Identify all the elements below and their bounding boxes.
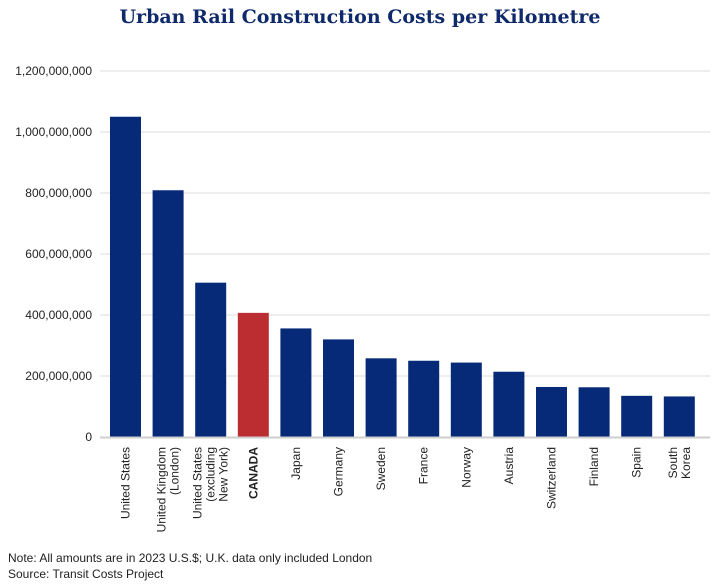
x-tick-label-line: Spain	[630, 447, 644, 478]
x-tick-label-line: New York)	[217, 447, 231, 502]
x-tick-label: Norway	[459, 447, 473, 488]
x-tick-label: United Kingdom (London)	[155, 447, 182, 532]
x-tick-label-line: United States	[191, 447, 205, 519]
y-tick-label: 1,200,000,000	[15, 64, 92, 78]
x-tick-label: France	[417, 447, 431, 485]
x-tick-label-line: (London)	[168, 447, 182, 495]
bar	[195, 282, 227, 437]
bar	[152, 190, 184, 437]
x-tick-label: Japan	[289, 447, 303, 480]
bar	[110, 116, 141, 437]
bar	[323, 339, 354, 437]
x-tick-label: Sweden	[374, 447, 388, 490]
y-tick-label: 1,000,000,000	[15, 125, 92, 139]
x-tick-label-line: (excluding	[204, 447, 218, 502]
x-tick-label: United States (excluding New York)	[191, 447, 231, 519]
x-tick-label: Spain	[630, 447, 644, 478]
y-tick-label: 800,000,000	[25, 186, 92, 200]
y-tick-label: 600,000,000	[25, 247, 92, 261]
bar	[450, 362, 482, 437]
bar	[237, 312, 269, 437]
x-tick-label: South Korea	[666, 447, 693, 479]
x-tick-label-line: South	[666, 447, 680, 478]
y-tick-label: 0	[85, 430, 92, 444]
x-tick-label-line: Korea	[679, 447, 693, 479]
source-text: Source: Transit Costs Project	[8, 567, 164, 581]
x-tick-label: United States	[119, 447, 133, 519]
x-tick-label: Switzerland	[545, 447, 559, 509]
bar	[536, 386, 567, 437]
x-tick-label: Finland	[587, 447, 601, 486]
x-tick-label-line: Norway	[459, 447, 473, 488]
y-tick-label: 200,000,000	[25, 369, 92, 383]
x-tick-label-line: Switzerland	[545, 447, 559, 509]
bar	[365, 358, 397, 437]
x-tick-label-line: Germany	[332, 447, 346, 496]
x-tick-label: Austria	[502, 447, 516, 485]
x-tick-label-line: United States	[119, 447, 133, 519]
bar	[493, 371, 525, 437]
x-tick-label: CANADA	[246, 447, 260, 499]
x-tick-label-line: Austria	[502, 447, 516, 485]
x-tick-label-line: France	[417, 447, 431, 485]
x-tick-label-line: Sweden	[374, 447, 388, 490]
note-text: Note: All amounts are in 2023 U.S.$; U.K…	[8, 551, 373, 565]
bar	[663, 396, 695, 437]
y-tick-label: 400,000,000	[25, 308, 92, 322]
x-tick-label-line: Japan	[289, 447, 303, 480]
bar	[408, 360, 440, 437]
x-tick-label: Germany	[332, 447, 346, 496]
chart-title: Urban Rail Construction Costs per Kilome…	[119, 6, 601, 28]
bar	[578, 387, 610, 437]
bar	[621, 395, 653, 437]
x-tick-label-line: Finland	[587, 447, 601, 486]
x-tick-label-line: United Kingdom	[155, 447, 169, 532]
bar	[280, 328, 312, 437]
x-tick-label-line: CANADA	[246, 447, 260, 499]
